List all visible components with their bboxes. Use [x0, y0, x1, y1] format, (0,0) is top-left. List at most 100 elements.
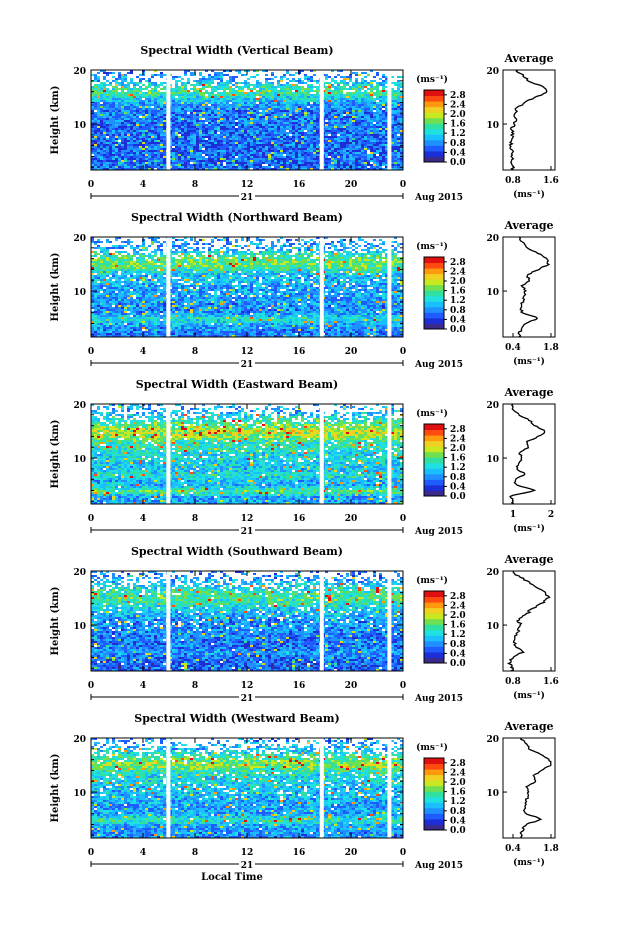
heatmap-cell: [232, 333, 235, 335]
heatmap-cell: [163, 140, 166, 142]
heatmap-cell: [157, 150, 160, 152]
heatmap-cell: [214, 114, 217, 116]
heatmap-cell: [349, 132, 352, 134]
heatmap-cell: [325, 76, 328, 78]
heatmap-cell: [289, 333, 292, 335]
heatmap-cell: [274, 76, 277, 78]
heatmap-cell: [211, 80, 214, 82]
heatmap-cell: [241, 114, 244, 116]
heatmap-cell: [295, 146, 298, 148]
heatmap-cell: [172, 120, 175, 122]
heatmap-cell: [397, 156, 400, 158]
heatmap-cell: [334, 154, 337, 156]
heatmap-cell: [391, 132, 394, 134]
heatmap-cell: [328, 94, 331, 96]
heatmap-cell: [328, 333, 331, 335]
heatmap-cell: [208, 160, 211, 162]
heatmap-cell: [301, 102, 304, 104]
heatmap-cell: [118, 110, 121, 112]
day-label: 21: [241, 193, 254, 203]
heatmap-cell: [262, 140, 265, 142]
heatmap-cell: [172, 150, 175, 152]
heatmap-cell: [151, 114, 154, 116]
heatmap-cell: [394, 150, 397, 152]
heatmap-cell: [172, 148, 175, 150]
heatmap-cell: [226, 162, 229, 164]
heatmap-cell: [103, 162, 106, 164]
heatmap-cell: [106, 118, 109, 120]
heatmap-cell: [241, 74, 244, 76]
heatmap-cell: [334, 128, 337, 130]
y-tick-label: 20: [73, 67, 86, 77]
heatmap-cell: [280, 90, 283, 92]
heatmap-cell: [121, 74, 124, 76]
heatmap-cell: [109, 146, 112, 148]
heatmap-cell: [397, 80, 400, 82]
heatmap-cell: [142, 158, 145, 160]
heatmap-cell: [355, 114, 358, 116]
heatmap-cell: [301, 114, 304, 116]
heatmap-cell: [382, 84, 385, 86]
heatmap-cell: [304, 110, 307, 112]
heatmap-cell: [337, 126, 340, 128]
heatmap-cell: [106, 148, 109, 150]
heatmap-cell: [154, 114, 157, 116]
heatmap-cell: [193, 112, 196, 114]
heatmap-cell: [190, 104, 193, 106]
heatmap-cell: [325, 134, 328, 136]
heatmap-cell: [286, 148, 289, 150]
heatmap-cell: [280, 146, 283, 148]
heatmap-cell: [343, 160, 346, 162]
heatmap-cell: [154, 108, 157, 110]
heatmap-cell: [391, 116, 394, 118]
heatmap-cell: [286, 136, 289, 138]
heatmap-cell: [391, 124, 394, 126]
heatmap-cell: [214, 72, 217, 74]
heatmap-cell: [211, 120, 214, 122]
heatmap-cell: [271, 94, 274, 96]
heatmap-cell: [220, 140, 223, 142]
heatmap-cell: [223, 108, 226, 110]
heatmap-cell: [331, 114, 334, 116]
heatmap-cell: [220, 106, 223, 108]
heatmap-cell: [304, 144, 307, 146]
heatmap-cell: [124, 106, 127, 108]
heatmap-cell: [118, 102, 121, 104]
heatmap-cell: [394, 108, 397, 110]
heatmap-cell: [271, 142, 274, 144]
heatmap-cell: [145, 112, 148, 114]
heatmap-cell: [328, 122, 331, 124]
heatmap-cell: [367, 128, 370, 130]
heatmap-cell: [361, 82, 364, 84]
heatmap-cell: [352, 132, 355, 134]
heatmap-cell: [370, 124, 373, 126]
heatmap-cell: [205, 152, 208, 154]
heatmap-cell: [124, 84, 127, 86]
heatmap-cell: [133, 122, 136, 124]
heatmap-cell: [325, 106, 328, 108]
heatmap-cell: [331, 150, 334, 152]
heatmap-cell: [187, 90, 190, 92]
heatmap-cell: [202, 160, 205, 162]
heatmap-cell: [235, 158, 238, 160]
heatmap-cell: [160, 142, 163, 144]
heatmap-cell: [142, 136, 145, 138]
heatmap-cell: [115, 102, 118, 104]
heatmap-cell: [232, 92, 235, 94]
heatmap-cell: [328, 150, 331, 152]
heatmap-cell: [280, 142, 283, 144]
heatmap-cell: [208, 106, 211, 108]
heatmap-cell: [97, 160, 100, 162]
heatmap-cell: [163, 102, 166, 104]
heatmap-cell: [262, 88, 265, 90]
heatmap-cell: [133, 84, 136, 86]
heatmap-cell: [154, 86, 157, 88]
heatmap-cell: [181, 108, 184, 110]
heatmap-cell: [232, 136, 235, 138]
heatmap-cell: [391, 102, 394, 104]
heatmap-cell: [376, 150, 379, 152]
heatmap-cell: [181, 148, 184, 150]
heatmap-cell: [340, 118, 343, 120]
heatmap-cell: [151, 120, 154, 122]
heatmap-cell: [130, 333, 133, 335]
